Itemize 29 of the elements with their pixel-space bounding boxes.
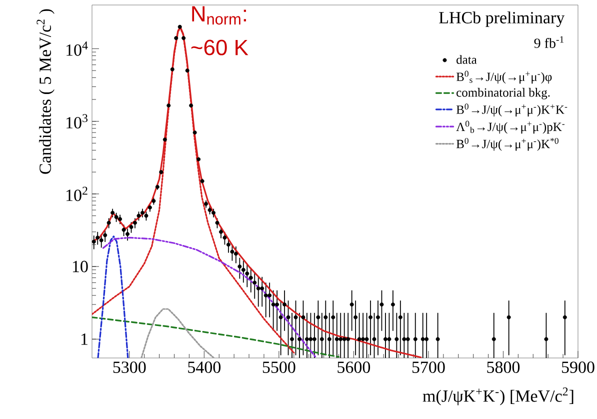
line-series: [92, 316, 340, 358]
line-series: [92, 26, 422, 358]
text: B$^{0}$→J/ψ(→μ$^{+}$μ$^{-}$)K$^{+}$K$^{-}$: [456, 104, 568, 116]
y-tick-label: 10$^{2}$: [66, 186, 88, 202]
y-tick-label: 1: [81, 334, 88, 345]
legend-label: combinatorial bkg.: [456, 88, 550, 100]
x-axis-title: m(J/ψK$^{+}$K$^{-}$) [MeV/c$^{2}$]: [422, 388, 574, 406]
x-tick-label: 5800: [487, 362, 520, 373]
x-tick-label: 5400: [188, 362, 221, 373]
annotation: 9 fb$^{-1}$: [534, 36, 564, 48]
x-tick-label: 5900: [562, 362, 594, 373]
x-tick-label: 5500: [262, 362, 296, 373]
y-tick-label: 10$^{4}$: [66, 42, 88, 56]
annotation: LHCb preliminary: [439, 11, 565, 27]
line-series: [97, 236, 129, 358]
line-series: [140, 308, 215, 358]
annotation: N$_{norm}$:: [192, 6, 246, 25]
x-tick-label: 5700: [412, 362, 445, 373]
y-tick-label: 10$^{3}$: [66, 114, 88, 128]
x-tick-label: 5300: [113, 362, 146, 373]
y-axis-title: Candidates ( 5 MeV/c$^{2}$ ): [36, 9, 54, 174]
line-series: [102, 236, 318, 358]
legend-label: data: [456, 55, 477, 64]
legend-label: B$^{0}$$_{s}$→J/ψ(→μ$^{+}$μ$^{-}$)φ: [456, 70, 552, 84]
annotation: ~60 K: [191, 40, 248, 56]
x-tick-label: 5600: [338, 362, 370, 373]
text: Λ$^{0}$$_{b}$→J/ψ(→μ$^{+}$μ$^{-}$)pK$^{-}$: [456, 120, 565, 134]
y-tick-label: 10: [72, 260, 88, 272]
legend-label: B$^{0}$→J/ψ(→μ$^{+}$μ$^{-}$)K$^{*0}$: [456, 138, 558, 151]
